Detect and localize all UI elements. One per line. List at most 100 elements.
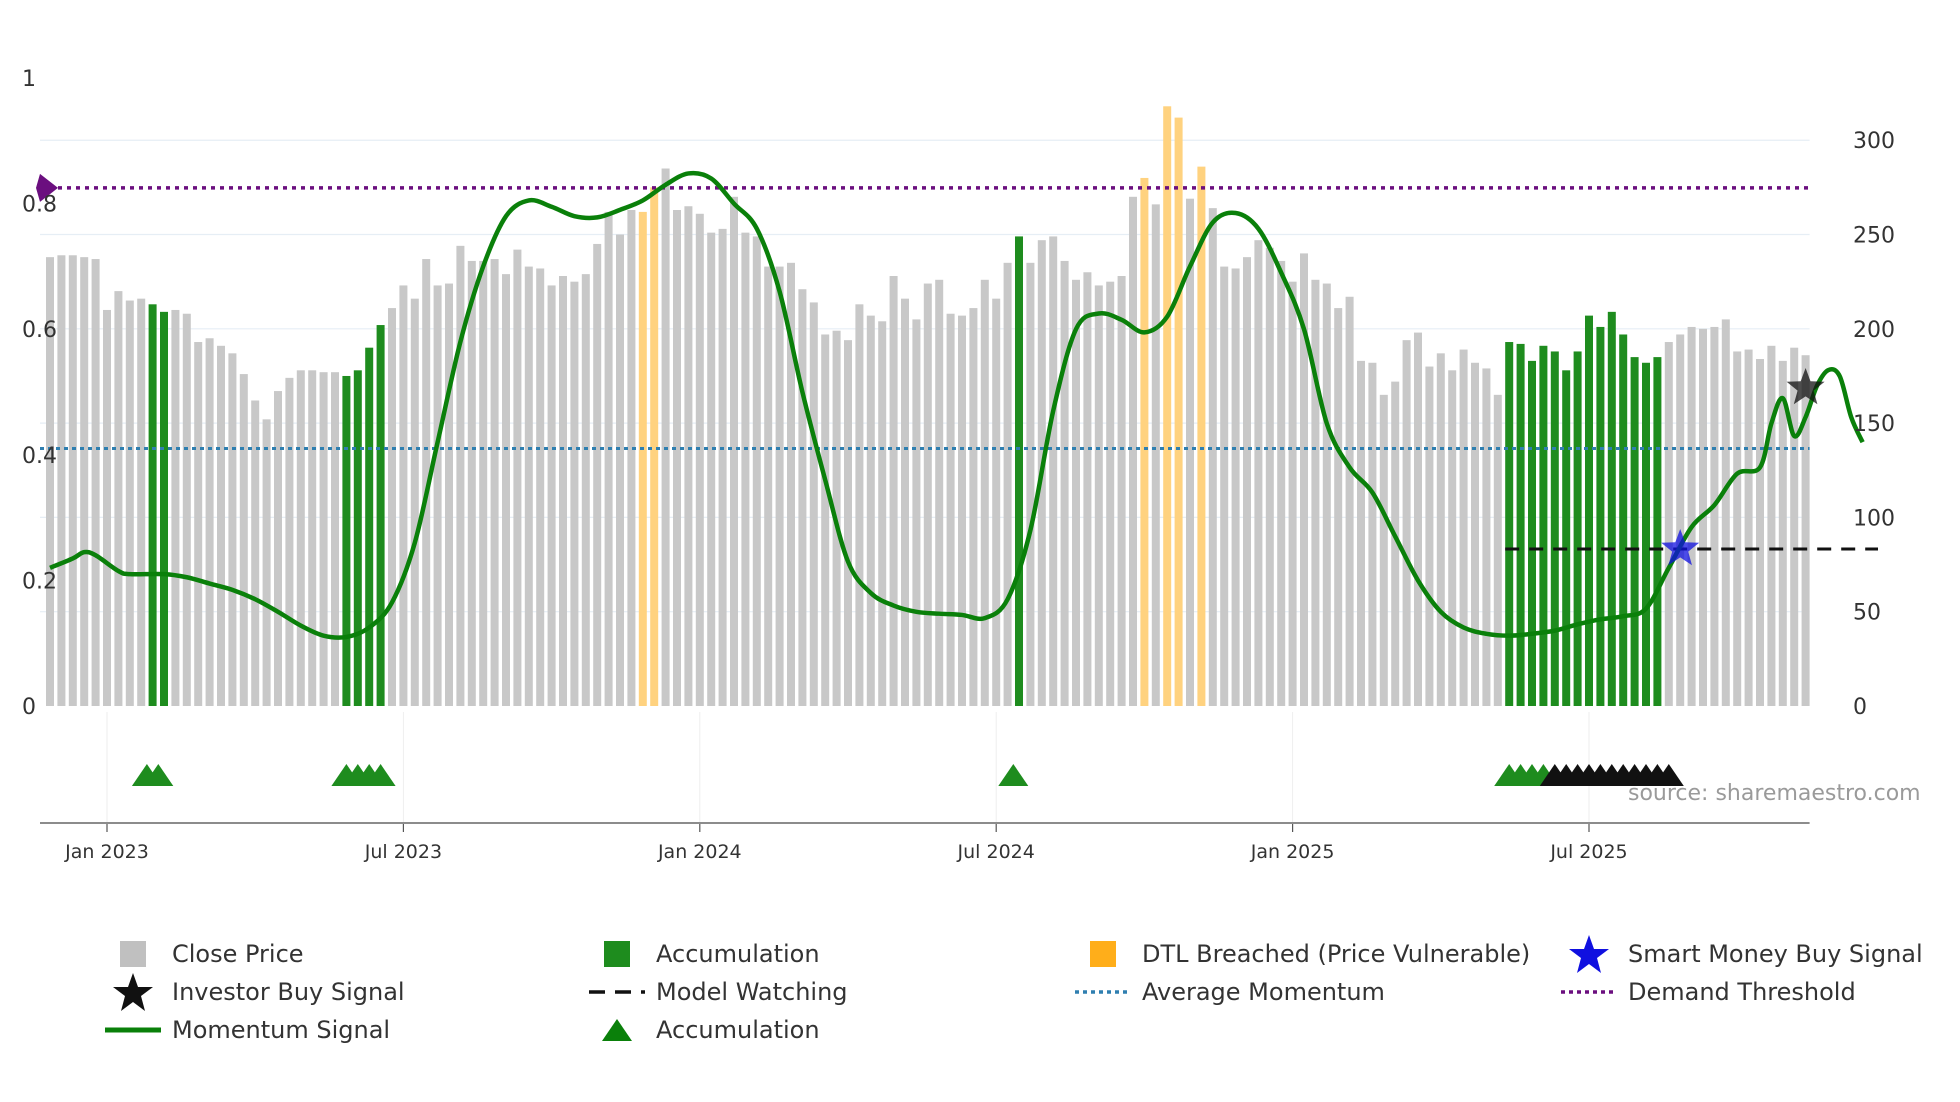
price-bar bbox=[228, 353, 237, 706]
price-bar bbox=[388, 308, 396, 706]
source-label: source: sharemaestro.com bbox=[1628, 781, 1921, 806]
price-bar bbox=[844, 340, 852, 706]
dtl-breached-bar bbox=[1163, 106, 1172, 707]
legend-item-investor: Investor Buy Signal bbox=[100, 973, 405, 1011]
price-bar bbox=[1448, 370, 1457, 706]
price-bar bbox=[536, 268, 545, 706]
green-square-icon bbox=[604, 941, 630, 967]
legend-label: Smart Money Buy Signal bbox=[1628, 940, 1923, 968]
legend-label: DTL Breached (Price Vulnerable) bbox=[1142, 940, 1531, 968]
price-bar bbox=[125, 300, 134, 706]
orange-square-icon bbox=[1090, 941, 1116, 967]
price-bar bbox=[1710, 326, 1719, 706]
price-bars bbox=[46, 106, 1810, 707]
price-bar bbox=[285, 377, 294, 706]
price-bar bbox=[1117, 276, 1126, 706]
price-bar bbox=[422, 259, 431, 706]
price-bar bbox=[673, 210, 681, 706]
price-bar bbox=[1425, 366, 1434, 706]
price-bar bbox=[456, 245, 465, 706]
momentum-signal-line bbox=[49, 170, 1865, 640]
accumulation-bar bbox=[1585, 315, 1593, 706]
price-bar bbox=[581, 274, 590, 706]
price-bar bbox=[1220, 266, 1229, 706]
right-axis-tick: 150 bbox=[1853, 412, 1895, 437]
price-bar bbox=[1801, 355, 1810, 706]
price-bar bbox=[1106, 281, 1115, 706]
price-bar bbox=[809, 302, 818, 706]
price-bar bbox=[1265, 247, 1274, 706]
price-bar bbox=[775, 266, 784, 706]
price-bar bbox=[524, 266, 533, 706]
price-bar bbox=[1254, 240, 1263, 706]
price-bar bbox=[935, 279, 944, 706]
price-bar bbox=[1721, 319, 1730, 706]
price-bar bbox=[1003, 262, 1012, 706]
price-bar bbox=[616, 234, 624, 706]
accumulation-bar bbox=[148, 304, 157, 706]
price-bar bbox=[80, 257, 89, 706]
price-bar bbox=[205, 338, 214, 706]
signal-markers bbox=[131, 368, 1825, 786]
left-axis-tick: 1 bbox=[22, 67, 36, 92]
accumulation-triangle bbox=[365, 764, 396, 786]
price-bar bbox=[1402, 340, 1411, 706]
accumulation-bar bbox=[1619, 334, 1628, 706]
accumulation-bar bbox=[1516, 343, 1525, 706]
price-bar bbox=[1778, 360, 1787, 706]
x-axis-tick: Jul 2024 bbox=[957, 841, 1035, 863]
right-axis-tick: 200 bbox=[1853, 318, 1895, 343]
price-bar bbox=[331, 372, 339, 706]
accumulation-triangle bbox=[998, 764, 1029, 786]
left-axis-tick: 0.8 bbox=[22, 193, 57, 218]
price-bar bbox=[969, 308, 978, 706]
right-axis-tick: 0 bbox=[1853, 695, 1867, 720]
price-bar bbox=[707, 232, 716, 706]
price-bar bbox=[855, 304, 864, 706]
x-axis-tick: Jan 2025 bbox=[1250, 841, 1335, 863]
price-bar bbox=[1790, 347, 1799, 706]
price-bar bbox=[1368, 362, 1377, 706]
price-bar bbox=[251, 400, 260, 706]
price-bar bbox=[1482, 368, 1491, 706]
accumulation-bar bbox=[365, 347, 374, 706]
price-bar bbox=[1026, 262, 1035, 706]
price-bar bbox=[741, 232, 750, 706]
price-bar bbox=[513, 249, 522, 707]
price-bar bbox=[1767, 345, 1776, 706]
accumulation-bar bbox=[342, 375, 351, 706]
price-bar bbox=[1208, 208, 1217, 706]
green-triangle-icon bbox=[602, 1019, 632, 1041]
price-bar bbox=[1345, 296, 1354, 706]
price-bar bbox=[68, 255, 77, 707]
price-bar bbox=[718, 228, 727, 707]
right-axis-tick: 50 bbox=[1853, 601, 1881, 626]
blue-star-icon bbox=[1569, 935, 1609, 973]
price-bar bbox=[946, 313, 955, 706]
accumulation-bar bbox=[1015, 236, 1023, 706]
right-axis-tick: 300 bbox=[1853, 129, 1895, 154]
price-bar bbox=[923, 283, 932, 706]
accumulation-bar bbox=[1642, 362, 1650, 706]
price-bar bbox=[1493, 394, 1502, 706]
legend-item-smart-money: Smart Money Buy Signal bbox=[1556, 935, 1923, 973]
accumulation-bar bbox=[1653, 357, 1662, 706]
price-bar bbox=[1733, 351, 1742, 706]
price-bar bbox=[296, 370, 305, 706]
price-bar bbox=[1094, 285, 1103, 706]
price-bar bbox=[1459, 349, 1468, 706]
legend-label: Average Momentum bbox=[1142, 978, 1385, 1006]
price-bar bbox=[502, 274, 510, 706]
legend-item-momentum-signal: Momentum Signal bbox=[100, 1014, 390, 1046]
price-bar bbox=[1687, 326, 1696, 706]
price-bar bbox=[627, 210, 636, 706]
price-bar bbox=[1322, 283, 1331, 706]
signal-lines bbox=[36, 170, 1878, 640]
price-bar bbox=[1744, 349, 1753, 706]
price-bar bbox=[1391, 381, 1400, 706]
price-bar bbox=[1300, 253, 1308, 706]
legend-item-average-momentum: Average Momentum bbox=[1070, 976, 1385, 1008]
accumulation-bar bbox=[1630, 357, 1639, 706]
price-bar bbox=[410, 298, 419, 706]
chart: 0 50 100 150 200 250 300 0 0.2 0.4 0.6 0.8 1 Jan 2023… bbox=[22, 67, 1921, 863]
